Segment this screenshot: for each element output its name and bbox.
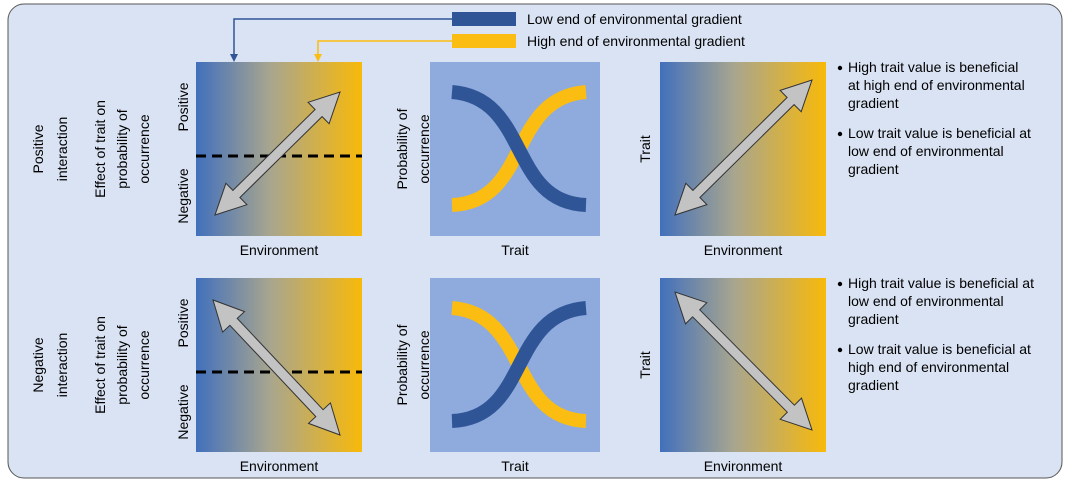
x-axis-label: Trait (501, 242, 529, 258)
y-axis-label-line: probability of (114, 109, 130, 188)
bullet-text-line: High trait value is beneficial (848, 59, 1018, 75)
curve-low (451, 85, 587, 212)
y-axis-label-line: occurrence (416, 330, 432, 399)
double-arrow (212, 299, 341, 436)
bullet-text-line: low end of environmental (848, 143, 1004, 159)
bullet-dot (837, 131, 843, 137)
y-top-label: Positive (175, 82, 191, 131)
x-axis-label: Environment (704, 242, 783, 258)
y-axis-label: Effect of trait on probability of occurren… (92, 316, 152, 414)
connector (317, 40, 452, 56)
y-axis-label: Effect of trait on probability of occurren… (92, 100, 152, 198)
bullet-text-line: low end of environmental (848, 293, 1004, 309)
bullet-text: Low trait value is beneficial at high end… (848, 341, 1031, 393)
y-axis-label: Trait (637, 351, 653, 379)
y-bottom-label: Negative (175, 168, 191, 223)
bullet-dot (837, 281, 843, 287)
double-arrow (674, 79, 813, 216)
bullet-text-line: gradient (848, 161, 899, 177)
y-bottom-label: Negative (175, 384, 191, 439)
x-axis-label: Environment (704, 458, 783, 474)
y-top-label: Positive (175, 298, 191, 347)
bullet-text-line: Low trait value is beneficial at (848, 125, 1031, 141)
bullet-text-line: gradient (848, 377, 899, 393)
bullet-text-line: gradient (848, 95, 899, 111)
connector-head (314, 54, 322, 62)
row-label-line: Negative (30, 337, 46, 392)
y-axis-label: Probability of occurrence (394, 324, 432, 405)
y-axis-label: Probability of occurrence (394, 108, 432, 189)
bullet-text: High trait value is beneficial at low end… (848, 275, 1034, 327)
bullet-text-line: gradient (848, 311, 899, 327)
bullet-text-line: Low trait value is beneficial at (848, 341, 1031, 357)
y-axis-label-line: Probability of (394, 108, 410, 189)
double-arrow (674, 291, 813, 431)
legend-swatch (452, 34, 516, 48)
x-axis-label: Environment (240, 242, 319, 258)
row-label-line: Positive (30, 124, 46, 173)
bullet-text: High trait value is beneficial at high en… (848, 59, 1025, 111)
legend-swatch (452, 12, 516, 26)
y-axis-label-line: Effect of trait on (92, 100, 108, 198)
y-axis-label-line: occurrence (416, 114, 432, 183)
y-axis-label-line: occurrence (136, 330, 152, 399)
y-axis-label-line: Effect of trait on (92, 316, 108, 414)
connector (233, 18, 452, 56)
double-arrow (214, 91, 341, 216)
row-label-line: interaction (54, 333, 70, 398)
y-axis-label-line: probability of (114, 325, 130, 404)
bullet-text-line: at high end of environmental (848, 77, 1025, 93)
row-label: Negative interaction (30, 333, 70, 398)
y-axis-label: Trait (637, 135, 653, 163)
bullet-text-line: High trait value is beneficial at (848, 275, 1034, 291)
legend-label: High end of environmental gradient (527, 33, 745, 49)
bullet-text-line: high end of environmental (848, 359, 1009, 375)
x-axis-label: Trait (501, 458, 529, 474)
row-label: Positive interaction (30, 117, 70, 182)
row-label-line: interaction (54, 117, 70, 182)
bullet-dot (837, 65, 843, 71)
legend-label: Low end of environmental gradient (527, 11, 742, 27)
connector-head (230, 54, 238, 62)
bullet-dot (837, 347, 843, 353)
x-axis-label: Environment (240, 458, 319, 474)
bullet-text: Low trait value is beneficial at low end … (848, 125, 1031, 177)
y-axis-label-line: occurrence (136, 114, 152, 183)
curve-low (451, 301, 587, 428)
y-axis-label-line: Probability of (394, 324, 410, 405)
